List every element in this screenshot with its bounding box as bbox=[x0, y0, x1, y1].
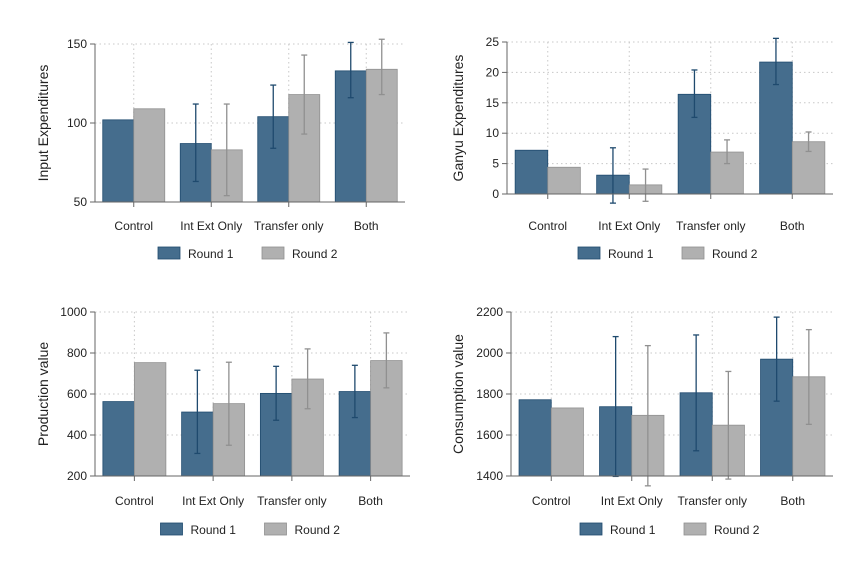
y-axis-title: Input Expenditures bbox=[35, 65, 51, 182]
error-bar bbox=[772, 37, 779, 86]
legend: Round 1 Round 2 bbox=[157, 246, 338, 261]
error-bar bbox=[270, 84, 277, 149]
x-tick-label: Transfer only bbox=[676, 219, 746, 233]
x-tick-label: Both bbox=[780, 219, 805, 233]
y-tick-label: 5 bbox=[492, 157, 499, 171]
legend-swatch-1 bbox=[579, 522, 603, 536]
y-tick-label: 20 bbox=[486, 65, 500, 79]
legend-label-1: Round 1 bbox=[610, 523, 656, 537]
chart-panel-3: 200 400 600 800 1000 Control Int Ext Only Trans… bbox=[35, 305, 410, 537]
y-axis-title: Production value bbox=[35, 342, 51, 447]
legend-swatch-2 bbox=[681, 246, 705, 260]
x-tick-label: Transfer only bbox=[677, 494, 747, 508]
y-tick-label: 50 bbox=[74, 195, 88, 209]
legend-swatch-2 bbox=[683, 522, 707, 536]
x-tick-label: Int Ext Only bbox=[598, 219, 660, 233]
error-bar bbox=[644, 344, 651, 487]
y-tick-label: 800 bbox=[67, 346, 87, 360]
legend-label-1: Round 1 bbox=[191, 523, 237, 537]
error-bar bbox=[725, 370, 732, 480]
x-tick-label: Both bbox=[354, 219, 379, 233]
bar-round2-control bbox=[547, 166, 581, 195]
y-tick-label: 1000 bbox=[60, 305, 87, 319]
error-bar bbox=[223, 103, 230, 197]
error-bar bbox=[383, 332, 390, 389]
error-bar bbox=[301, 54, 308, 135]
legend-label-1: Round 1 bbox=[608, 247, 654, 261]
bar-round2-control bbox=[133, 108, 166, 203]
error-bar bbox=[304, 348, 311, 410]
y-axis-title: Ganyu Expenditures bbox=[450, 55, 466, 182]
bar-round1-control bbox=[102, 119, 135, 203]
legend-label-2: Round 2 bbox=[292, 247, 338, 261]
legend-swatch-2 bbox=[261, 246, 285, 260]
error-bar bbox=[194, 369, 201, 455]
legend-swatch-2 bbox=[264, 522, 287, 536]
y-axis-title: Consumption value bbox=[450, 334, 466, 454]
bar-round1-control bbox=[514, 149, 549, 195]
y-tick-label: 25 bbox=[486, 35, 500, 49]
y-tick-label: 2200 bbox=[476, 305, 503, 319]
x-tick-label: Control bbox=[528, 219, 567, 233]
y-tick-label: 0 bbox=[492, 187, 499, 201]
y-tick-label: 1400 bbox=[476, 469, 503, 483]
y-tick-label: 1600 bbox=[476, 428, 503, 442]
y-tick-label: 15 bbox=[486, 96, 500, 110]
y-tick-label: 100 bbox=[67, 116, 87, 130]
error-bar bbox=[192, 103, 199, 183]
legend-swatch-1 bbox=[160, 522, 183, 536]
legend-swatch-1 bbox=[157, 246, 181, 260]
error-bar bbox=[273, 365, 280, 421]
error-bar bbox=[691, 69, 698, 119]
error-bar bbox=[724, 139, 731, 165]
legend-label-1: Round 1 bbox=[188, 247, 234, 261]
x-tick-label: Int Ext Only bbox=[182, 494, 244, 508]
legend: Round 1 Round 2 bbox=[579, 522, 760, 537]
error-bar bbox=[378, 38, 385, 96]
y-tick-label: 400 bbox=[67, 428, 87, 442]
legend-swatch-1 bbox=[577, 246, 601, 260]
error-bar bbox=[225, 361, 232, 446]
y-tick-label: 2000 bbox=[476, 346, 503, 360]
bar-round1-control bbox=[102, 401, 135, 477]
chart-panel-1: 50 100 150 Control Int Ext Only Transfer only… bbox=[35, 37, 405, 261]
y-tick-label: 10 bbox=[486, 126, 500, 140]
x-tick-label: Control bbox=[115, 494, 154, 508]
x-tick-label: Control bbox=[532, 494, 571, 508]
legend-label-2: Round 2 bbox=[714, 523, 760, 537]
error-bar bbox=[773, 316, 780, 402]
x-tick-label: Int Ext Only bbox=[601, 494, 663, 508]
error-bar bbox=[347, 41, 354, 99]
legend-label-2: Round 2 bbox=[295, 523, 341, 537]
x-tick-label: Transfer only bbox=[254, 219, 324, 233]
y-tick-label: 600 bbox=[67, 387, 87, 401]
error-bar bbox=[642, 168, 649, 202]
bar-round2-control bbox=[133, 362, 167, 477]
chart-panel-2: 0 5 10 15 20 25 Control Int Ext Only Transfer on… bbox=[450, 35, 833, 261]
error-bar bbox=[805, 131, 812, 153]
legend: Round 1 Round 2 bbox=[160, 522, 341, 537]
y-tick-label: 150 bbox=[67, 37, 87, 51]
chart-panel-4: 1400 1600 1800 2000 2200 Control Int Ext Only T… bbox=[450, 305, 833, 537]
x-tick-label: Control bbox=[114, 219, 153, 233]
bar-round1-control bbox=[518, 399, 552, 477]
error-bar bbox=[693, 334, 700, 452]
y-tick-label: 1800 bbox=[476, 387, 503, 401]
error-bar bbox=[805, 328, 812, 425]
x-tick-label: Both bbox=[358, 494, 383, 508]
x-tick-label: Transfer only bbox=[257, 494, 327, 508]
error-bar bbox=[351, 364, 358, 419]
bar-round2-control bbox=[550, 407, 584, 477]
x-tick-label: Both bbox=[780, 494, 805, 508]
y-tick-label: 200 bbox=[67, 469, 87, 483]
x-tick-label: Int Ext Only bbox=[180, 219, 242, 233]
legend-label-2: Round 2 bbox=[712, 247, 758, 261]
legend: Round 1 Round 2 bbox=[577, 246, 758, 261]
